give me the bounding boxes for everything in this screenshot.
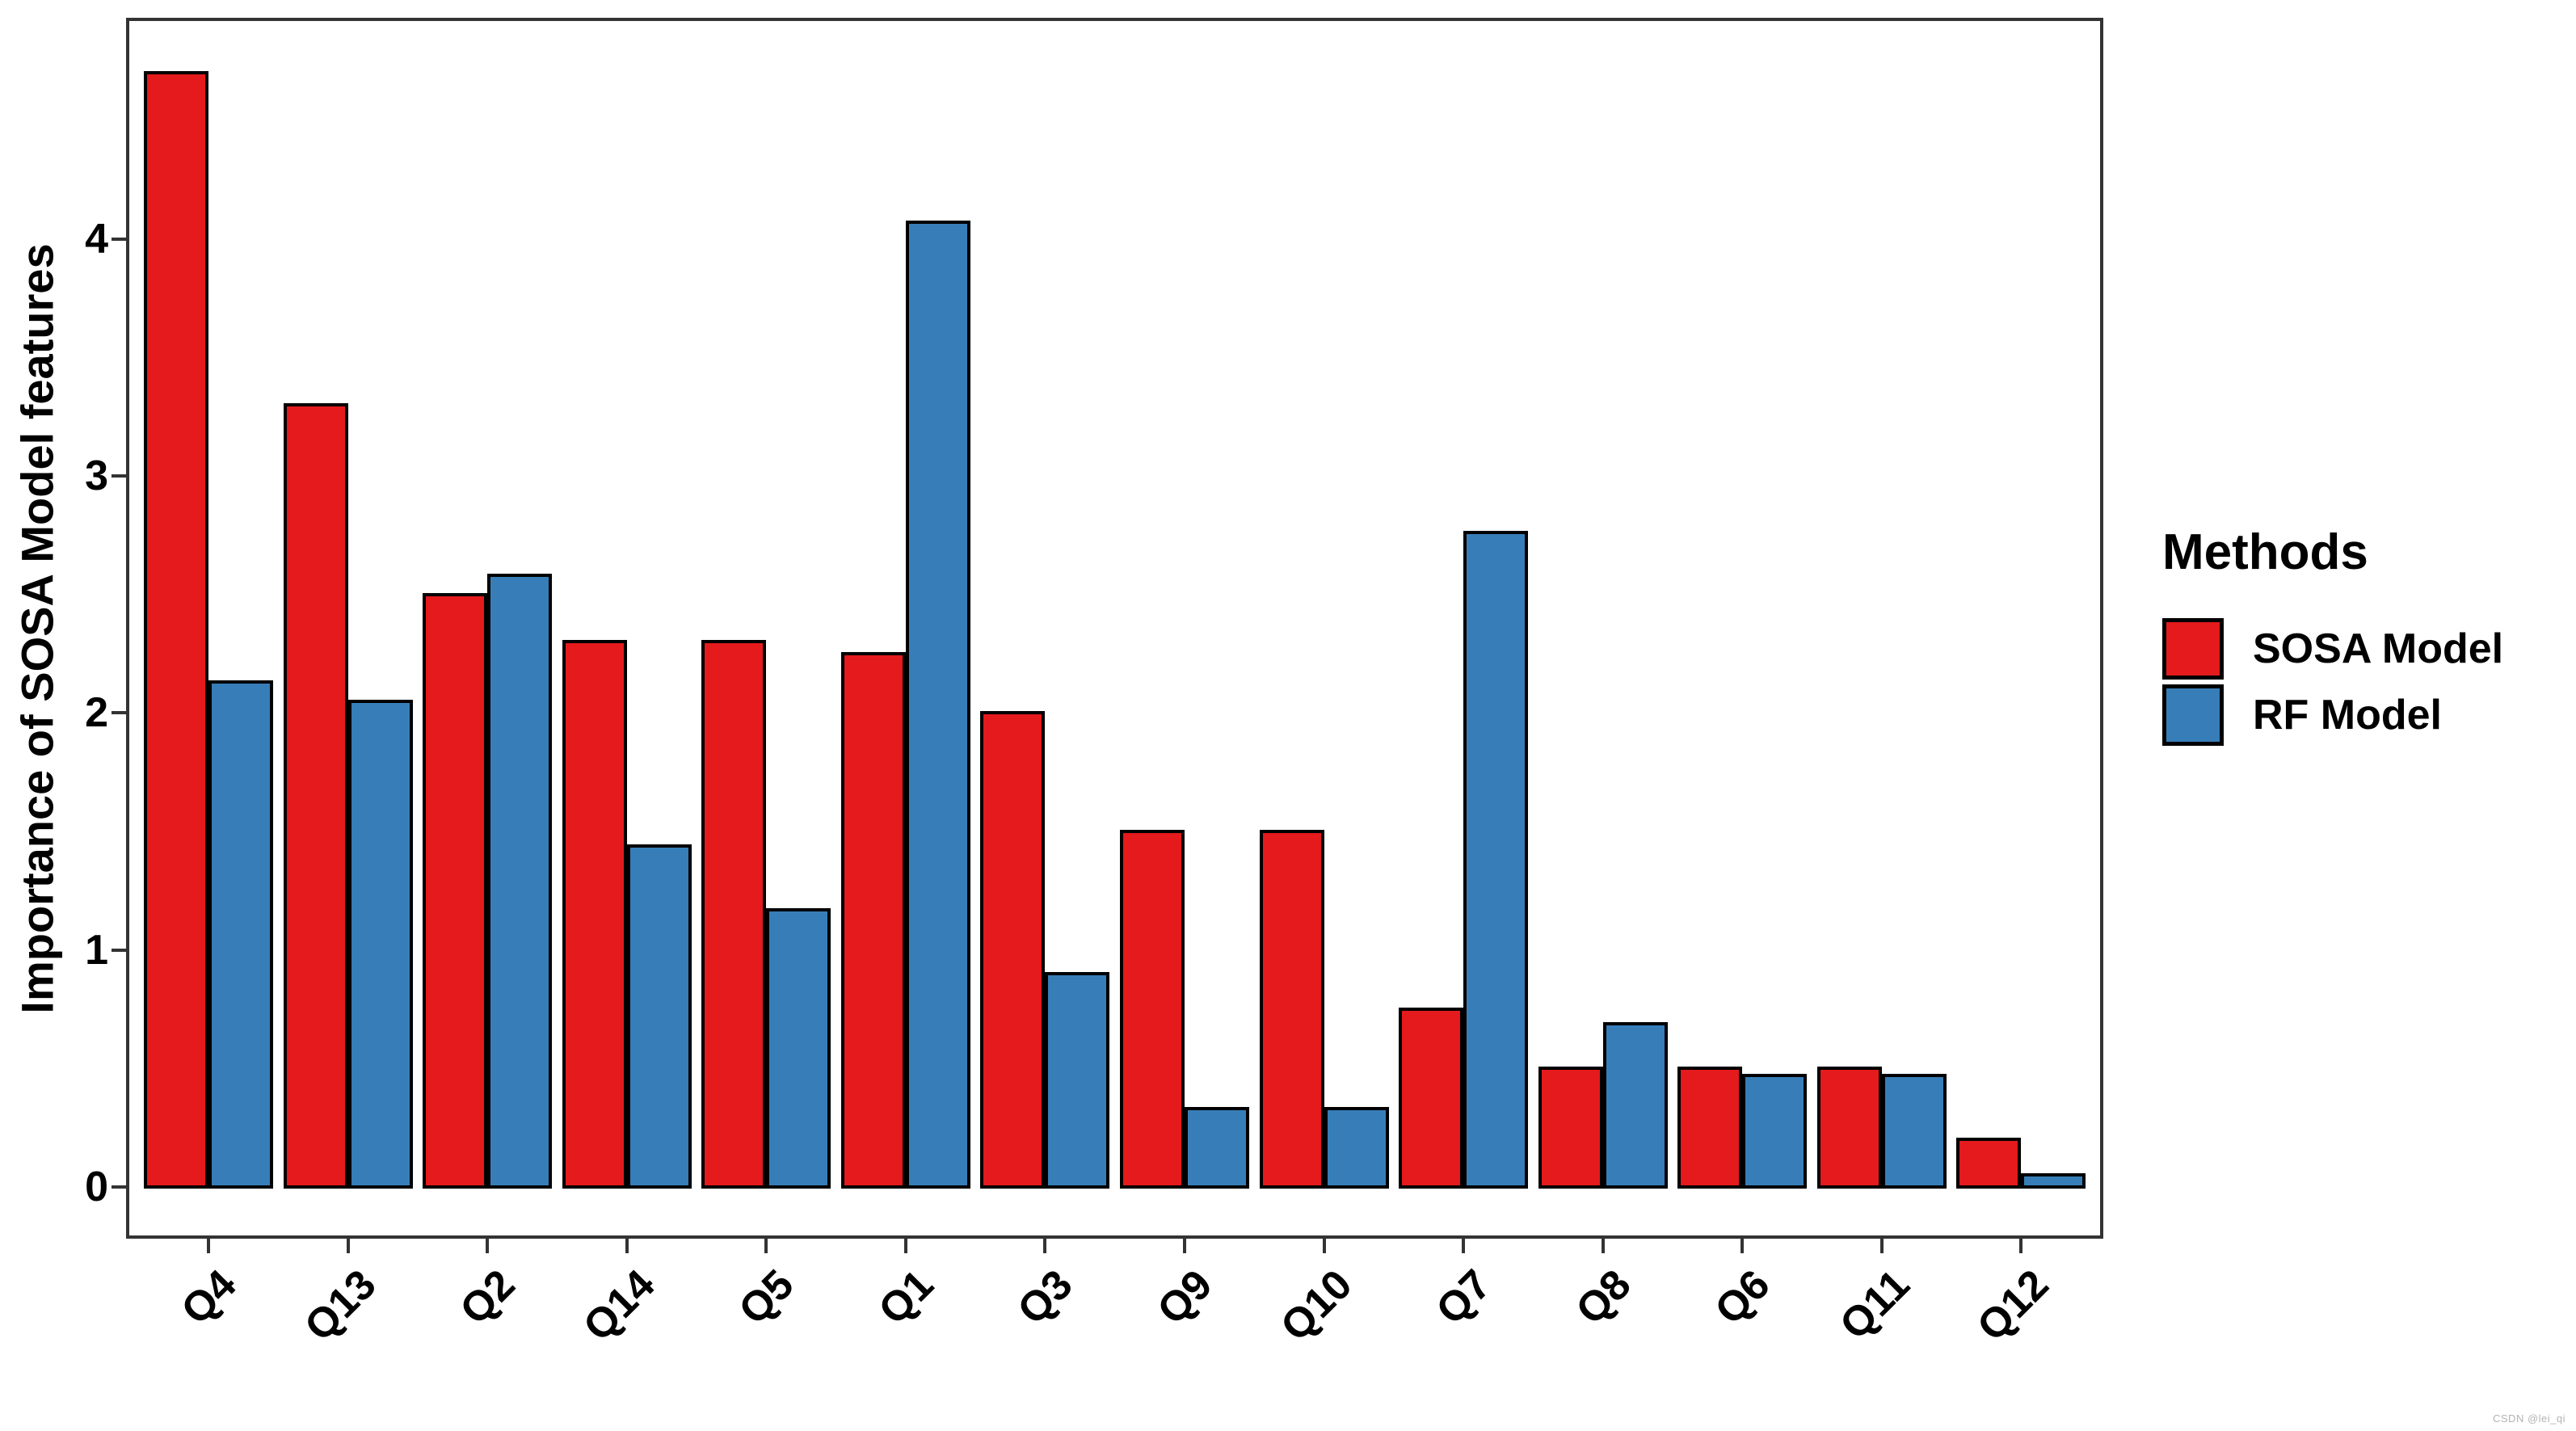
y-tick-mark-1: [112, 948, 126, 952]
bar-q11-rf-model: [1881, 1074, 1947, 1189]
bar-q5-rf-model: [766, 907, 831, 1189]
bar-q14-rf-model: [626, 844, 692, 1189]
bar-q9-rf-model: [1184, 1107, 1249, 1189]
bar-q4-rf-model: [208, 680, 273, 1189]
legend-title: Methods: [2162, 524, 2368, 580]
bar-q1-sosa-model: [840, 652, 906, 1189]
bar-q8-sosa-model: [1538, 1067, 1603, 1189]
x-tick-mark-q4: [207, 1239, 210, 1253]
bar-q1-rf-model: [905, 221, 970, 1189]
bar-q13-rf-model: [347, 699, 413, 1189]
bar-q12-rf-model: [2021, 1173, 2086, 1189]
x-tick-mark-q11: [1879, 1239, 1884, 1253]
y-tick-mark-0: [112, 1185, 126, 1189]
bar-q6-rf-model: [1742, 1074, 1808, 1189]
bar-q7-rf-model: [1463, 531, 1529, 1189]
legend-item-sosa-model: SOSA Model: [2162, 618, 2503, 680]
x-tick-mark-q10: [1322, 1239, 1326, 1253]
legend-swatch-rf-model: [2162, 684, 2224, 746]
bar-q5-sosa-model: [701, 640, 767, 1189]
bar-q3-sosa-model: [980, 711, 1046, 1189]
bar-q14-sosa-model: [562, 640, 627, 1189]
x-tick-mark-q14: [625, 1239, 629, 1253]
legend-swatch-sosa-model: [2162, 618, 2224, 680]
bar-q7-sosa-model: [1399, 1008, 1464, 1189]
legend-item-rf-model: RF Model: [2162, 684, 2503, 746]
x-tick-mark-q1: [903, 1239, 907, 1253]
x-tick-mark-q7: [1462, 1239, 1466, 1253]
bar-q2-sosa-model: [423, 592, 488, 1189]
bar-q2-rf-model: [487, 574, 553, 1189]
y-tick-label-3: 3: [85, 452, 108, 500]
x-tick-mark-q5: [764, 1239, 768, 1253]
bar-q11-sosa-model: [1816, 1067, 1882, 1189]
x-tick-mark-q9: [1182, 1239, 1186, 1253]
bar-q10-sosa-model: [1259, 830, 1324, 1189]
bar-q8-rf-model: [1602, 1021, 1668, 1189]
x-tick-mark-q12: [2019, 1239, 2023, 1253]
x-tick-mark-q6: [1740, 1239, 1745, 1253]
y-axis-title: Importance of SOSA Model features: [11, 243, 63, 1014]
x-tick-mark-q2: [486, 1239, 490, 1253]
bar-q9-sosa-model: [1119, 830, 1185, 1189]
watermark-text: CSDN @lei_qi: [2493, 1412, 2565, 1425]
legend-label-sosa-model: SOSA Model: [2253, 625, 2504, 672]
x-tick-mark-q3: [1043, 1239, 1047, 1253]
bar-q4-sosa-model: [144, 71, 208, 1189]
legend: Methods SOSA Model RF Model: [2162, 524, 2503, 751]
legend-label-rf-model: RF Model: [2253, 692, 2442, 739]
x-tick-mark-q13: [346, 1239, 350, 1253]
bar-q12-sosa-model: [1956, 1138, 2022, 1189]
y-tick-mark-3: [112, 474, 126, 478]
y-tick-label-1: 1: [85, 926, 108, 974]
y-tick-mark-2: [112, 711, 126, 715]
x-tick-mark-q8: [1601, 1239, 1605, 1253]
y-tick-label-4: 4: [85, 215, 108, 263]
bar-q6-sosa-model: [1677, 1067, 1743, 1189]
y-tick-label-0: 0: [85, 1164, 108, 1210]
bar-q10-rf-model: [1324, 1107, 1389, 1189]
bar-q3-rf-model: [1045, 972, 1110, 1189]
bar-q13-sosa-model: [283, 403, 348, 1189]
y-tick-label-2: 2: [85, 689, 108, 737]
y-tick-mark-4: [112, 237, 126, 241]
